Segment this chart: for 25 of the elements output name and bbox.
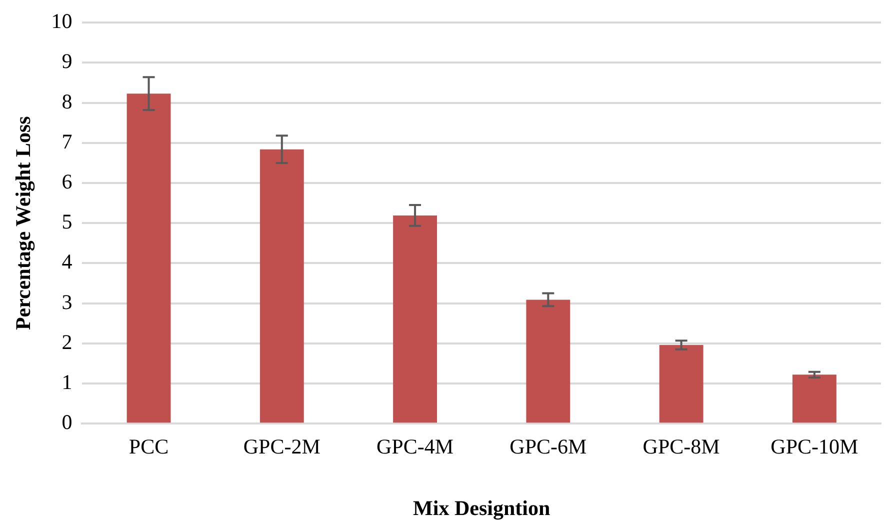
y-tick-label: 7 [62, 129, 72, 154]
y-tick-label: 3 [62, 290, 72, 314]
x-tick-label: GPC-8M [642, 434, 720, 459]
y-tick-label: 0 [62, 410, 72, 434]
bar [393, 215, 437, 423]
bar [659, 345, 704, 423]
y-tick-label: 9 [62, 49, 72, 74]
bar [792, 374, 836, 423]
x-tick-label: GPC-2M [243, 434, 321, 459]
x-tick-label: GPC-10M [770, 434, 859, 459]
x-tick-label: GPC-6M [510, 434, 587, 459]
y-tick-label: 8 [62, 89, 72, 114]
y-axis-title: Percentage Weight Loss [11, 116, 36, 330]
x-tick-label: GPC-4M [376, 434, 454, 459]
y-tick-label: 2 [62, 330, 72, 354]
bar [526, 300, 570, 423]
x-axis-title: Mix Designtion [413, 496, 550, 520]
bar [126, 94, 171, 423]
bar [260, 149, 304, 423]
y-tick-label: 10 [51, 9, 72, 34]
y-tick-label: 1 [62, 370, 72, 394]
y-tick-label: 5 [62, 210, 72, 234]
x-tick-label: PCC [128, 434, 169, 459]
y-tick-label: 6 [62, 170, 72, 194]
y-tick-label: 4 [62, 250, 73, 274]
